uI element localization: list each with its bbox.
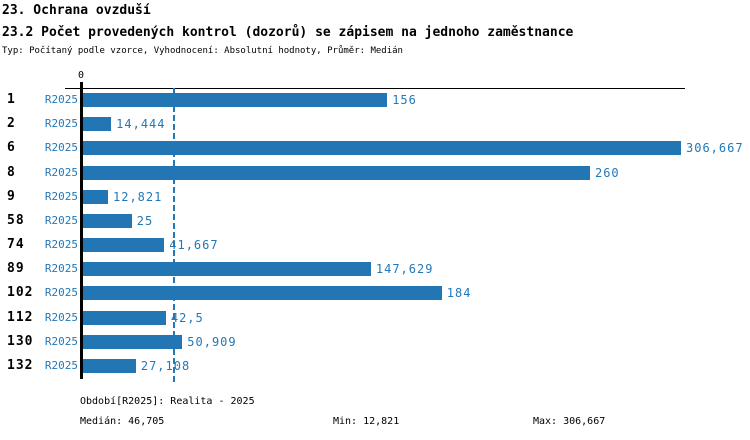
x-axis-line	[65, 88, 685, 89]
bar	[83, 165, 590, 180]
row-series-label: R2025	[44, 238, 78, 251]
row-series-label: R2025	[44, 310, 78, 324]
footer-max-stat: Max: 306,667	[533, 416, 606, 427]
row-category-label: 2	[7, 116, 16, 132]
bar-value-label: 41,667	[169, 238, 219, 252]
chart-subtitle: Typ: Počítaný podle vzorce, Vyhodnocení:…	[2, 46, 403, 56]
row-category-label: 1	[7, 92, 16, 107]
row-category-label: 9	[7, 188, 16, 204]
row-series-label: R2025	[44, 189, 78, 203]
bar-row: 6 R2025 306,667	[0, 136, 750, 160]
row-series-label: R2025	[44, 93, 78, 106]
row-category-label: 58	[7, 212, 25, 228]
row-series-label: R2025	[44, 165, 78, 179]
row-series-label: R2025	[44, 213, 78, 227]
bar	[83, 141, 681, 156]
footer-median-stat: Medián: 46,705	[80, 416, 165, 427]
bar-value-label: 25	[136, 213, 154, 228]
bar	[83, 358, 136, 373]
bar	[83, 117, 112, 132]
chapter-title: 23. Ochrana ovzduší	[2, 3, 151, 18]
median-gridline	[173, 88, 176, 385]
bar-value-label: 184	[446, 286, 472, 301]
row-category-label: 112	[7, 309, 34, 325]
bar-row: 58 R2025 25	[0, 209, 750, 233]
row-category-label: 130	[7, 333, 34, 349]
indicator-title: 23.2 Počet provedených kontrol (dozorů) …	[2, 25, 574, 40]
plot-area: 1 R2025 156 2 R2025 14,444 6 R2025 306,667 8 R2025…	[0, 88, 750, 378]
bar-row: 89 R2025 147,629	[0, 257, 750, 281]
row-category-label: 8	[7, 164, 16, 180]
bar-row: 8 R2025 260	[0, 161, 750, 185]
bar-value-label: 156	[392, 93, 417, 107]
bar	[83, 213, 132, 228]
bar-value-label: 14,444	[116, 117, 166, 132]
bar-row: 9 R2025 12,821	[0, 185, 750, 209]
bar	[83, 334, 183, 349]
row-series-label: R2025	[44, 286, 78, 300]
row-series-label: R2025	[44, 334, 78, 348]
bar-row: 132 R2025 27,108	[0, 354, 750, 378]
row-series-label: R2025	[44, 141, 78, 155]
bar-row: 102 R2025 184	[0, 281, 750, 305]
bar-value-label: 12,821	[113, 189, 163, 204]
bar	[83, 262, 371, 277]
bar-row: 130 R2025 50,909	[0, 330, 750, 354]
bar	[83, 238, 165, 252]
row-series-label: R2025	[44, 358, 78, 372]
row-category-label: 132	[7, 357, 34, 373]
bar	[83, 189, 108, 204]
bar-row: 112 R2025 42,5	[0, 306, 750, 330]
bar-value-label: 260	[594, 165, 620, 180]
y-axis-baseline	[80, 82, 83, 379]
bar-value-label: 50,909	[187, 334, 237, 349]
bar-row: 2 R2025 14,444	[0, 112, 750, 136]
row-series-label: R2025	[44, 262, 78, 276]
x-axis-zero-tick-label: 0	[77, 70, 85, 81]
footer-min-stat: Min: 12,821	[333, 416, 400, 427]
bar	[83, 310, 166, 325]
bar-value-label: 147,629	[375, 262, 434, 277]
bar-row: 1 R2025 156	[0, 88, 750, 112]
bar	[83, 286, 442, 301]
bar-value-label: 27,108	[140, 358, 191, 373]
bar	[83, 93, 388, 107]
bar-value-label: 306,667	[686, 141, 744, 156]
footer-period-label: Období[R2025]: Realita - 2025	[80, 396, 255, 407]
row-series-label: R2025	[44, 117, 78, 131]
row-category-label: 74	[7, 237, 25, 252]
row-category-label: 6	[7, 140, 16, 156]
bar-value-label: 42,5	[170, 310, 204, 325]
row-category-label: 102	[7, 285, 34, 301]
bar-row: 74 R2025 41,667	[0, 233, 750, 257]
row-category-label: 89	[7, 261, 25, 277]
